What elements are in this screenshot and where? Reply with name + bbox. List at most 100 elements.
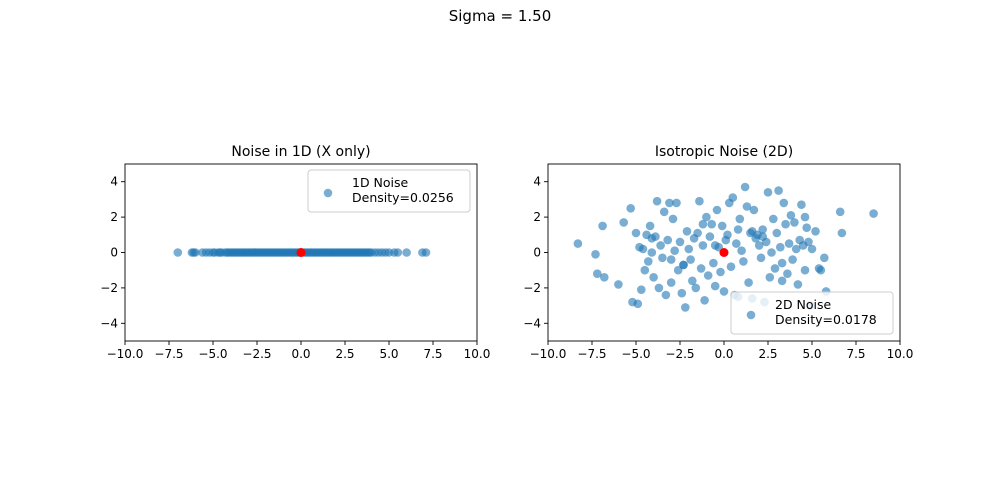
data-point <box>647 248 657 257</box>
data-point <box>702 212 711 222</box>
x-tick-label: −5.0 <box>621 347 650 361</box>
data-point <box>666 278 676 287</box>
data-point <box>663 235 672 245</box>
data-point <box>723 230 732 240</box>
data-point <box>709 258 718 268</box>
x-tick-label: 10.0 <box>464 347 491 361</box>
data-point <box>614 280 623 289</box>
data-point <box>658 253 667 263</box>
data-point <box>693 228 702 238</box>
y-tick-label: 2 <box>533 210 541 224</box>
data-point <box>703 271 713 280</box>
data-point <box>698 241 708 250</box>
data-point <box>835 207 845 217</box>
data-point <box>717 221 727 231</box>
axes-title: Noise in 1D (X only) <box>231 144 370 160</box>
x-tick-label: −2.5 <box>665 347 694 361</box>
data-point <box>688 276 697 286</box>
data-point <box>651 232 660 241</box>
data-point <box>710 281 720 291</box>
data-point <box>679 260 688 270</box>
data-point <box>691 283 701 293</box>
data-point <box>747 227 757 236</box>
data-point <box>786 211 796 220</box>
data-point <box>393 248 403 257</box>
data-point <box>661 290 671 300</box>
x-tick-label: −10.0 <box>107 347 144 361</box>
data-point <box>652 196 662 206</box>
data-point <box>659 207 669 217</box>
data-point <box>767 248 776 257</box>
x-tick-label: 5.0 <box>379 347 398 361</box>
axes-isotropic-2d: Isotropic Noise (2D) −10.0 −7.5 −5.0 −2.5 0.0… <box>523 144 913 361</box>
legend-entry: 1D Noise <box>352 175 409 190</box>
origin-marker <box>719 248 729 257</box>
data-point <box>869 209 878 218</box>
y-tick-label: −4 <box>523 316 541 330</box>
legend-box <box>307 169 471 213</box>
data-point <box>600 273 609 282</box>
data-point <box>598 221 607 231</box>
data-point <box>649 273 658 282</box>
data-point <box>637 285 646 295</box>
data-point <box>784 239 794 248</box>
y-tick-label: −2 <box>523 281 541 295</box>
y-tick-label: −4 <box>100 316 118 330</box>
data-point <box>740 182 750 192</box>
data-point <box>712 205 722 215</box>
data-point <box>626 204 635 213</box>
scatter-points <box>173 248 431 257</box>
data-point <box>777 276 787 286</box>
data-point <box>769 214 778 224</box>
data-point <box>681 303 690 312</box>
data-point <box>763 188 773 197</box>
data-point <box>807 244 817 254</box>
data-point <box>700 296 709 305</box>
data-point <box>802 223 811 232</box>
data-point <box>710 241 720 250</box>
data-point <box>777 258 787 268</box>
data-point <box>749 205 759 215</box>
legend-entry: Density=0.0256 <box>352 190 454 205</box>
x-tick-label: −7.5 <box>577 347 606 361</box>
y-tick-label: 0 <box>110 246 118 260</box>
data-point <box>756 253 766 263</box>
data-point <box>797 200 806 209</box>
data-point <box>677 288 687 298</box>
x-tick-label: 5.0 <box>802 347 821 361</box>
data-point <box>770 264 780 273</box>
data-point <box>696 264 706 273</box>
data-point <box>591 250 600 259</box>
data-point <box>744 278 753 287</box>
data-point <box>705 232 715 241</box>
data-point <box>804 237 813 247</box>
y-tick-label: 4 <box>533 175 541 189</box>
data-point <box>593 269 602 279</box>
data-point <box>644 257 653 266</box>
data-point <box>672 198 681 208</box>
data-point <box>726 262 736 272</box>
x-tick-label: 7.5 <box>846 347 865 361</box>
legend-marker <box>746 310 756 320</box>
data-point <box>686 255 695 264</box>
data-point <box>728 193 738 202</box>
x-tick-label: 2.5 <box>758 347 777 361</box>
data-point <box>682 227 692 236</box>
data-point <box>733 225 743 234</box>
data-point <box>421 248 431 257</box>
data-point <box>684 244 694 254</box>
data-point <box>719 287 729 296</box>
data-point <box>737 246 746 255</box>
x-tick-label: −2.5 <box>242 347 271 361</box>
data-point <box>811 227 820 236</box>
data-point <box>776 242 785 252</box>
x-tick-label: 7.5 <box>423 347 442 361</box>
data-point <box>837 228 847 238</box>
data-point <box>673 265 683 275</box>
data-point <box>707 219 716 229</box>
y-tick-label: 2 <box>110 210 118 224</box>
data-point <box>758 225 767 234</box>
